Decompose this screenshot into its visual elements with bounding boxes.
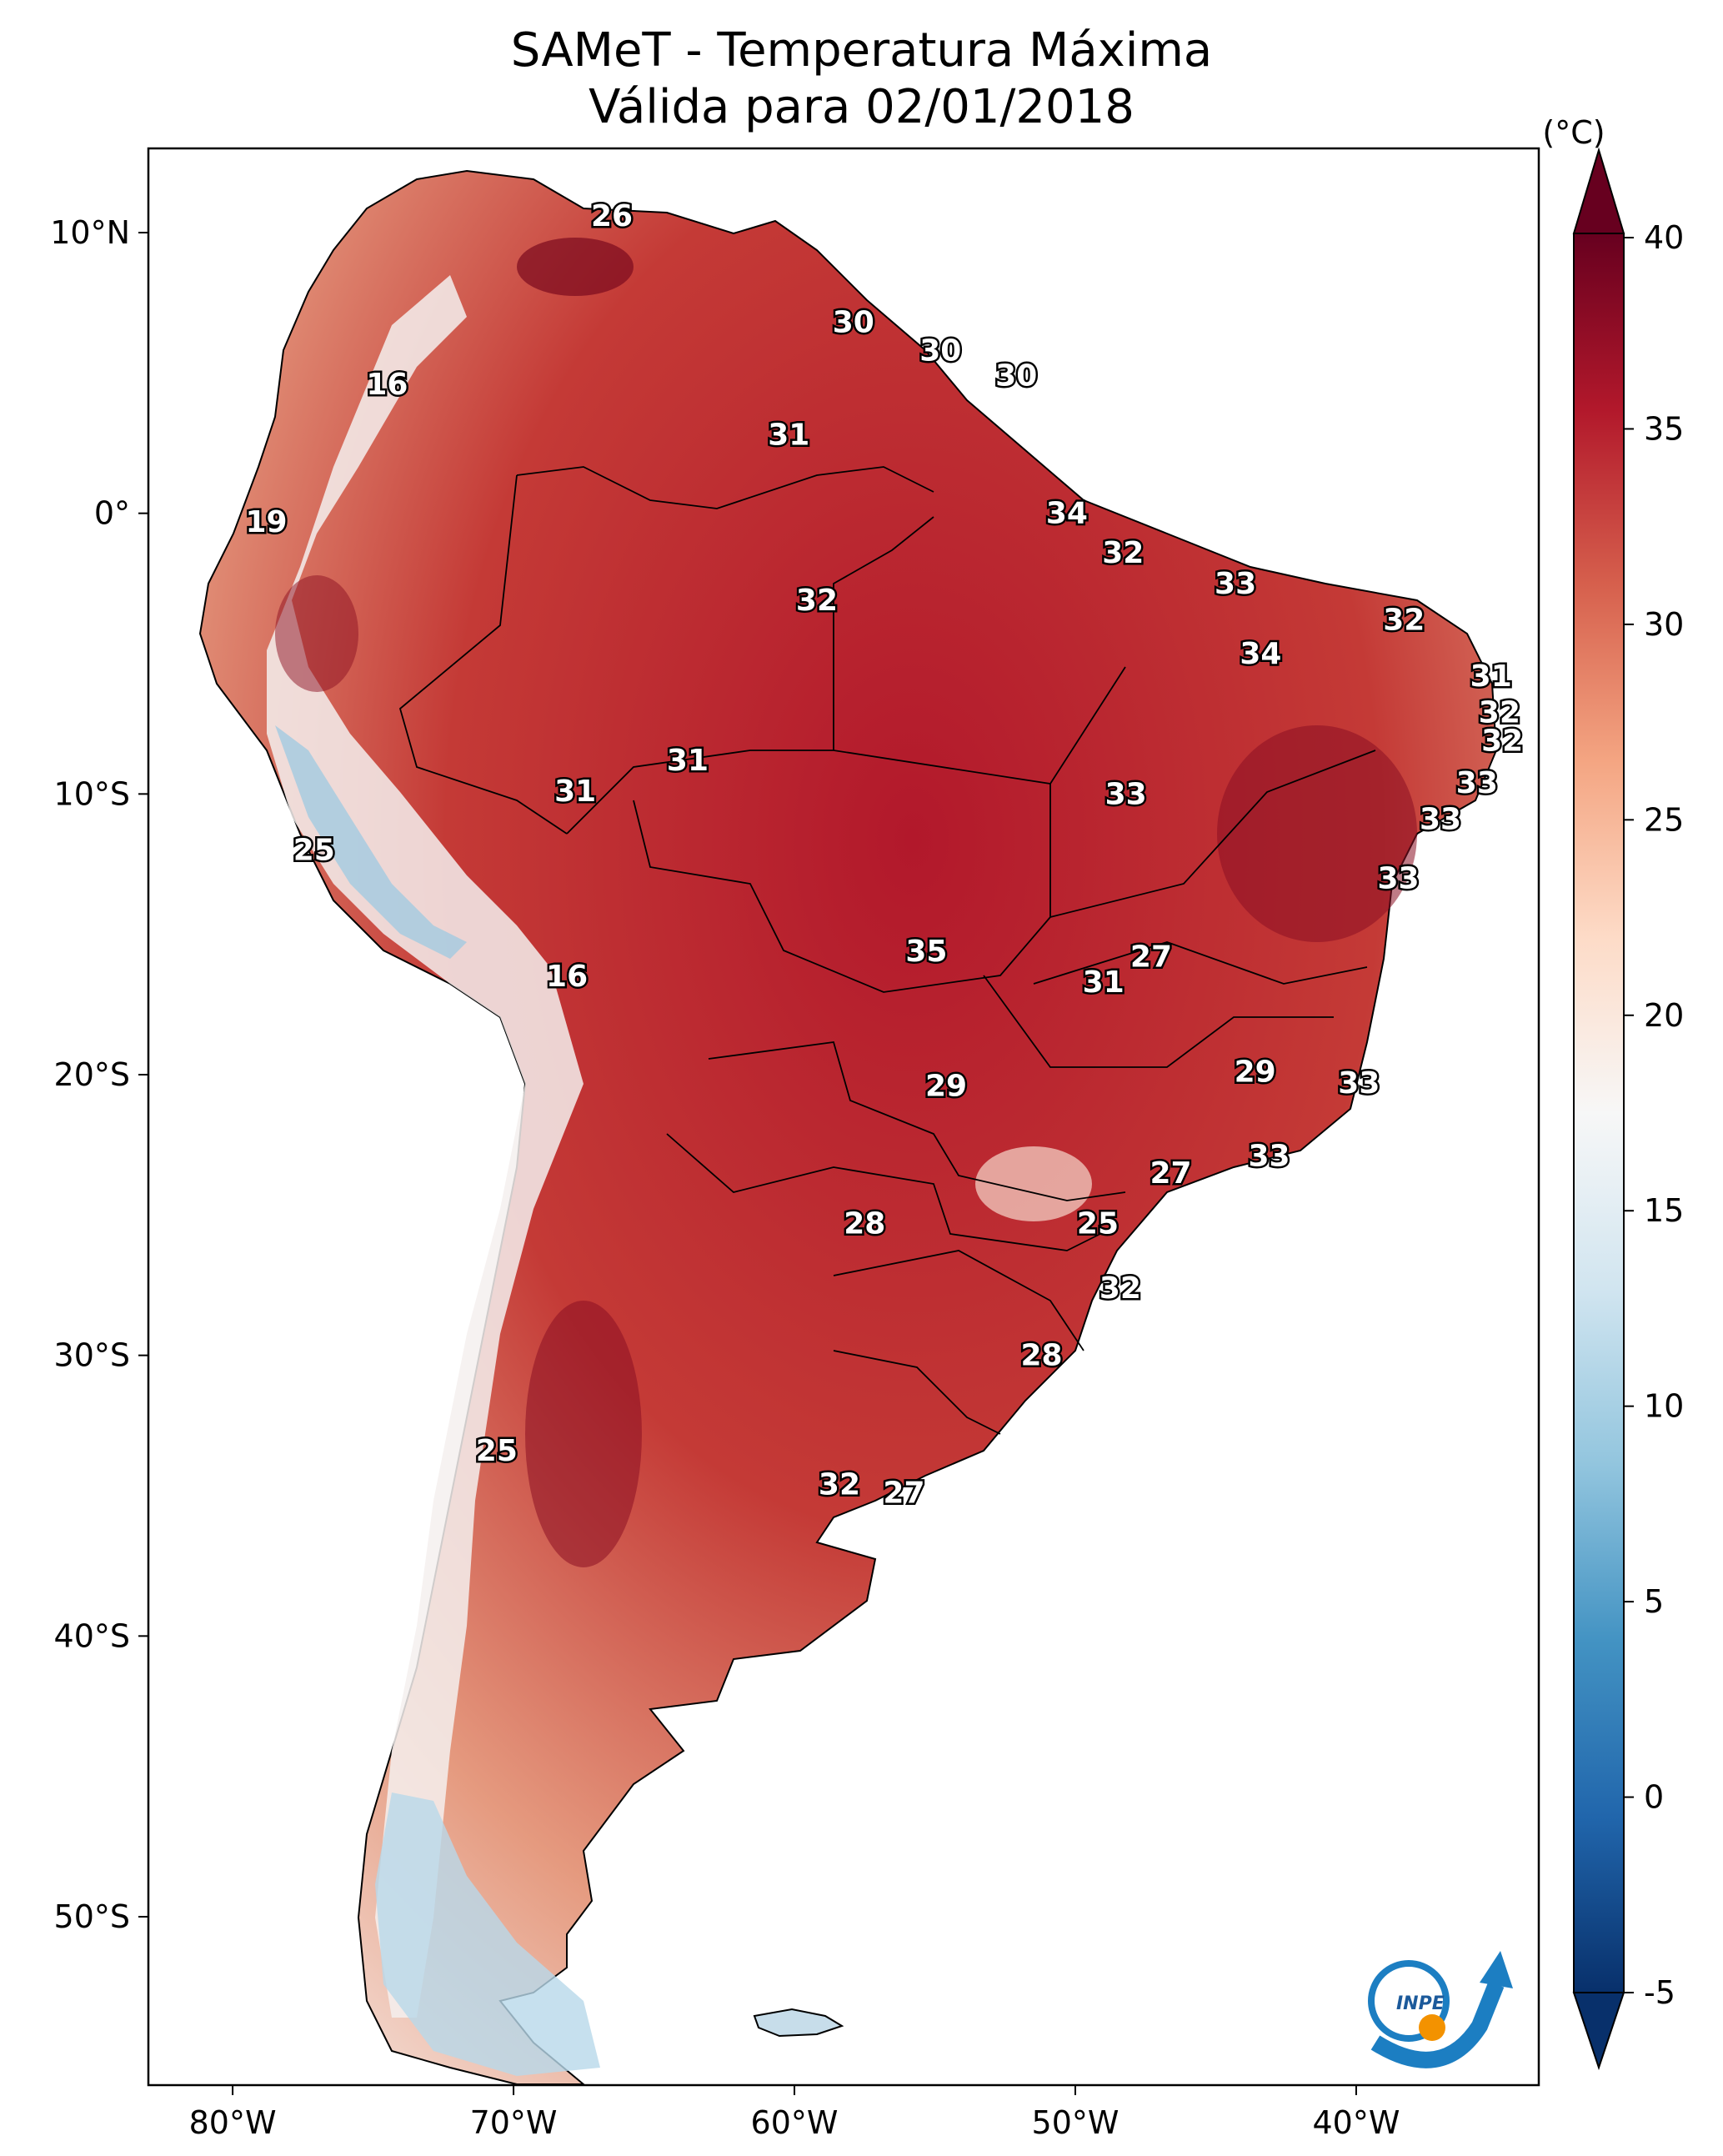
colorbar-tick-label: 20 — [1644, 997, 1684, 1034]
temperature-label: 27 — [1150, 1156, 1192, 1191]
axis-ticks: 80°W 70°W 60°W 50°W 40°W 10°N 0° 10°S 20°S 30°S 40… — [50, 214, 1400, 2141]
temperature-label: 27 — [1130, 940, 1172, 975]
colorbar-tick-label: 0 — [1644, 1779, 1664, 1816]
temperature-label: 25 — [1077, 1206, 1119, 1241]
temperature-label: 25 — [476, 1434, 518, 1468]
mild-spot-southeast — [975, 1146, 1092, 1221]
hot-spot-peru — [275, 575, 358, 692]
temperature-label: 16 — [366, 368, 408, 402]
andes-band — [267, 275, 584, 2018]
colorbar-unit: (°C) — [1542, 114, 1605, 151]
temperature-label: 25 — [293, 834, 335, 868]
lon-tick-label: 60°W — [751, 2104, 839, 2141]
lon-tick-label: 70°W — [470, 2104, 558, 2141]
temperature-label: 19 — [245, 505, 287, 539]
temperature-label: 33 — [1420, 803, 1461, 837]
colorbar-tick-label: 25 — [1644, 801, 1684, 838]
temperature-labels: 2616193030303134323233323431323233333331… — [243, 197, 1525, 1512]
colorbar-tick-label: 10 — [1644, 1388, 1684, 1425]
colorbar-tick-label: 40 — [1644, 219, 1684, 256]
lat-tick-label: 10°S — [54, 775, 130, 812]
hot-spot-northeast — [1217, 725, 1417, 942]
lat-tick-label: 0° — [94, 495, 130, 532]
temperature-label: 30 — [995, 359, 1037, 394]
falkland-islands — [753, 2008, 844, 2038]
colorbar-tick-label: 35 — [1644, 410, 1684, 447]
temperature-label: 30 — [919, 333, 961, 368]
lon-tick-label: 80°W — [189, 2104, 277, 2141]
temperature-label: 16 — [546, 960, 588, 994]
lat-tick-label: 20°S — [54, 1056, 130, 1093]
temperature-label: 31 — [554, 775, 596, 809]
colorbar: (°C) 40 35 30 25 20 15 10 5 0 -5 — [1542, 114, 1684, 2071]
temperature-label: 32 — [796, 584, 838, 618]
temperature-label: 29 — [1235, 1055, 1276, 1090]
continent-shape — [198, 169, 1498, 2085]
temperature-label: 30 — [833, 306, 874, 340]
map-layer — [198, 169, 1498, 2085]
inpe-logo-wordmark: INPE — [1396, 1993, 1445, 2014]
temperature-label: 33 — [1456, 766, 1498, 800]
temperature-label: 32 — [1102, 536, 1144, 570]
map-title: SAMeT - Temperatura Máxima — [510, 23, 1213, 78]
temperature-label: 34 — [1046, 497, 1088, 531]
temperature-label: 32 — [1481, 724, 1523, 758]
colorbar-min-arrow — [1572, 1992, 1625, 2071]
temperature-label: 26 — [591, 199, 633, 233]
temperature-label: 33 — [1105, 777, 1147, 811]
temperature-label: 33 — [1215, 567, 1256, 601]
temperature-label: 27 — [883, 1477, 924, 1511]
temperature-label: 28 — [844, 1206, 885, 1241]
lon-tick-label: 40°W — [1313, 2104, 1400, 2141]
lat-tick-label: 50°S — [54, 1898, 130, 1935]
temperature-label: 32 — [1383, 604, 1425, 638]
colorbar-tick-label: 15 — [1644, 1192, 1684, 1229]
temperature-label: 33 — [1377, 861, 1419, 895]
lon-tick-label: 50°W — [1032, 2104, 1119, 2141]
inpe-logo: INPE — [1368, 1951, 1513, 2068]
temperature-label: 31 — [667, 744, 709, 778]
patagonia-cold — [375, 1792, 600, 2076]
temperature-label: 32 — [819, 1468, 860, 1502]
temperature-label: 31 — [1083, 965, 1124, 1000]
colorbar-ticks: 40 35 30 25 20 15 10 5 0 -5 — [1624, 219, 1684, 2011]
hot-spot-venezuela — [517, 238, 634, 296]
temperature-label: 32 — [1479, 696, 1520, 730]
temperature-label: 28 — [1021, 1339, 1063, 1373]
temperature-label: 31 — [1470, 659, 1512, 694]
lat-tick-label: 30°S — [54, 1337, 130, 1374]
colorbar-tick-label: -5 — [1644, 1974, 1675, 2011]
temperature-label: 33 — [1338, 1066, 1380, 1101]
andes-cold-core — [275, 725, 467, 959]
temperature-label: 33 — [1248, 1140, 1290, 1174]
hot-spot-argentina — [525, 1301, 642, 1567]
map-subtitle: Válida para 02/01/2018 — [589, 80, 1134, 134]
colorbar-tick-label: 5 — [1644, 1583, 1664, 1620]
colorbar-max-arrow — [1572, 147, 1625, 234]
lat-tick-label: 40°S — [54, 1617, 130, 1654]
colorbar-tick-label: 30 — [1644, 606, 1684, 643]
temperature-label: 29 — [925, 1069, 967, 1103]
temperature-label: 31 — [768, 418, 809, 452]
political-borders — [398, 466, 1376, 1435]
temperature-label: 35 — [905, 935, 947, 969]
temperature-label: 34 — [1240, 637, 1281, 671]
lat-tick-label: 10°N — [50, 214, 130, 251]
colorbar-body — [1573, 233, 1625, 1993]
temperature-label: 32 — [1099, 1271, 1141, 1306]
